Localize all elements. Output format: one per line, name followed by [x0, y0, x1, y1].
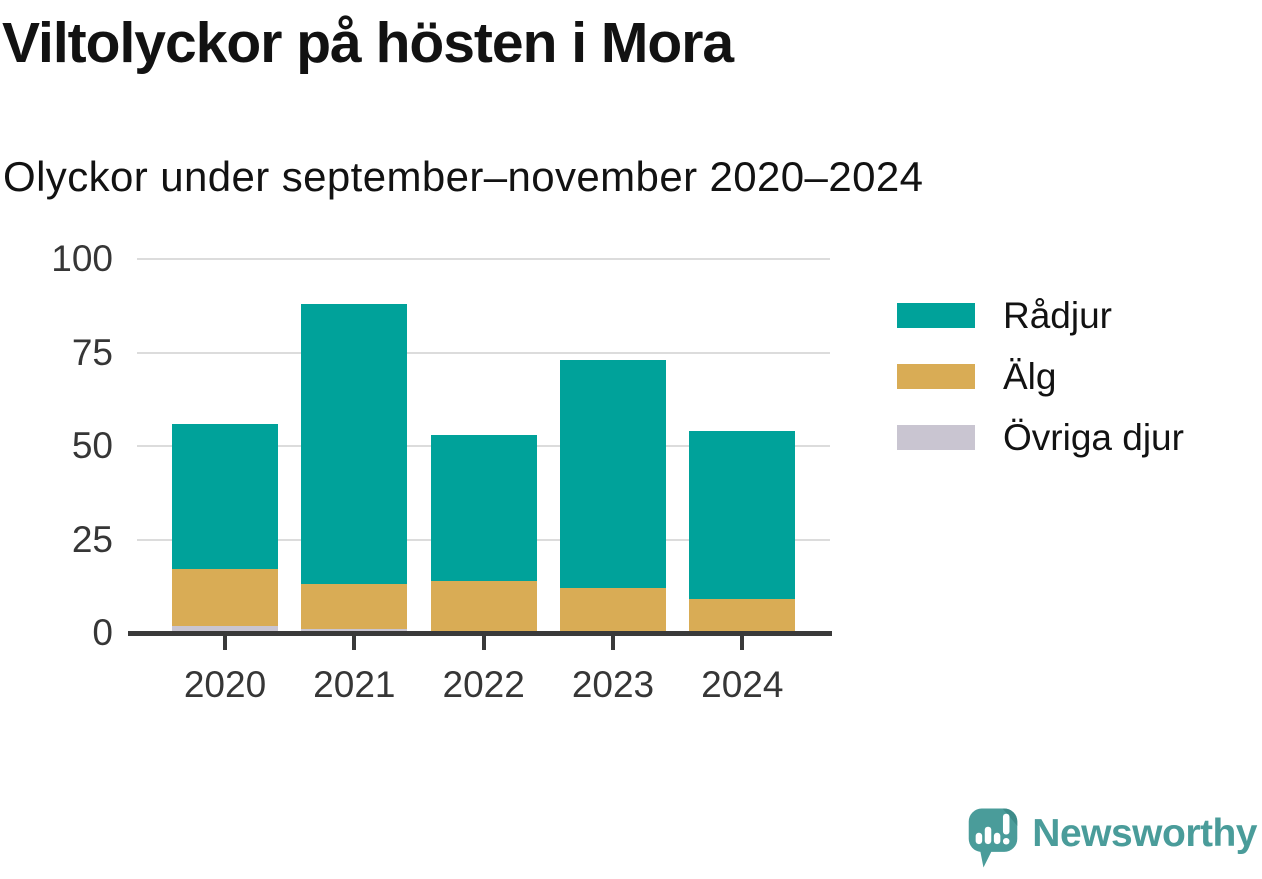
y-axis-tick-label: 0: [92, 611, 113, 653]
legend-swatch-radjur: [897, 302, 975, 328]
y-axis-tick-label: 75: [71, 331, 113, 373]
bar-segment-älg-2023: [559, 588, 666, 633]
bar-segment-älg-2020: [172, 569, 278, 626]
bar-segment-rådjur-2023: [559, 359, 666, 589]
chart-title: Viltolyckor på hösten i Mora: [2, 11, 734, 75]
newsworthy-logo-text: Newsworthy: [1032, 811, 1257, 855]
x-axis-tick: [223, 636, 227, 650]
gridline-y75: [137, 351, 830, 354]
legend-item-alg: Älg: [897, 357, 1056, 395]
y-axis-tick-label: 25: [71, 518, 113, 560]
legend-swatch-alg: [897, 363, 975, 389]
y-axis-tick-label: 50: [71, 424, 113, 466]
x-axis-tick: [352, 636, 357, 650]
x-axis-tick: [740, 636, 745, 650]
legend-item-ovriga-djur: Övriga djur: [897, 418, 1184, 456]
gridline-y100: [137, 258, 830, 260]
bar-segment-älg-2022: [430, 580, 537, 633]
legend-item-radjur: Rådjur: [897, 296, 1112, 334]
legend-label: Rådjur: [1003, 294, 1112, 336]
x-axis-tick: [610, 636, 615, 650]
bar-segment-älg-2021: [301, 584, 408, 630]
bar-segment-rådjur-2022: [430, 434, 537, 581]
x-axis-tick-label: 2024: [701, 664, 784, 705]
chart-subtitle: Olyckor under september–november 2020–20…: [3, 153, 924, 200]
legend-label: Övriga djur: [1003, 416, 1184, 458]
x-axis-tick-label: 2021: [313, 664, 396, 705]
bar-segment-övriga-djur-2020: [172, 625, 278, 633]
bar-segment-rådjur-2020: [172, 423, 278, 570]
x-axis-line: [128, 631, 832, 636]
x-axis-tick-label: 2023: [571, 664, 655, 705]
newsworthy-logo-icon: [969, 808, 1018, 868]
bar-segment-älg-2024: [689, 599, 796, 633]
x-axis-tick-label: 2020: [183, 664, 267, 705]
bar-segment-rådjur-2021: [301, 303, 408, 585]
x-axis-tick: [481, 636, 486, 650]
legend-swatch-ovriga-djur: [897, 424, 975, 450]
x-axis-tick-label: 2022: [442, 664, 525, 705]
bar-segment-rådjur-2024: [689, 431, 796, 600]
legend-label: Älg: [1003, 355, 1057, 397]
newsworthy-logo-link[interactable]: Newsworthy: [967, 802, 1257, 874]
y-axis-tick-label: 100: [51, 237, 113, 279]
